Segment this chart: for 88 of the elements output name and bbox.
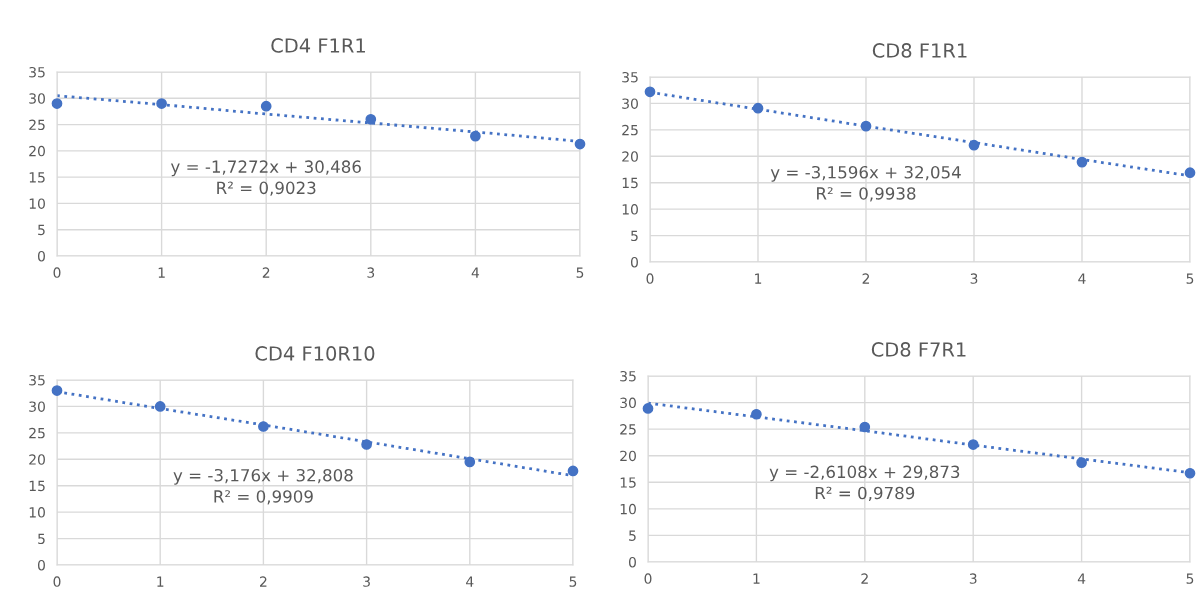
point (51, 98, 63, 109)
point (860, 120, 872, 132)
y-tick-label: 25 (29, 427, 45, 439)
x-tick-label: 2 (861, 573, 868, 584)
y-tick-label: 20 (622, 151, 638, 162)
y-tick-label: 25 (620, 424, 636, 435)
point (1076, 156, 1088, 168)
y-tick-label: 10 (620, 503, 636, 515)
x-tick-label: 1 (157, 576, 164, 587)
y-tick-label: 0 (628, 556, 636, 568)
x-tick-label: 5 (1186, 273, 1194, 284)
x-tick-label: 3 (969, 573, 977, 584)
y-tick-label: 15 (620, 477, 636, 488)
x-tick-label: 1 (753, 573, 760, 584)
y-tick-label: 0 (37, 559, 45, 571)
x-tick-label: 3 (367, 267, 375, 278)
point (752, 102, 764, 114)
x-tick-label: 4 (1077, 573, 1086, 584)
x-tick-label: 2 (262, 267, 270, 278)
y-tick-label: 5 (629, 530, 636, 541)
x-tick-label: 5 (1186, 573, 1194, 584)
annotation: y = -3,1596x + 32,054 R² = 0,9938 (770, 165, 961, 202)
annotation: y = -1,7272x + 30,486 R² = 0,9023 (170, 160, 361, 196)
chart-title: CD8 F7R1 (871, 342, 966, 357)
x-tick-label: 4 (1078, 273, 1086, 284)
point (567, 465, 579, 477)
y-tick-label: 20 (29, 454, 45, 465)
y-tick-label: 30 (622, 98, 638, 109)
y-tick-label: 30 (620, 397, 636, 409)
point (968, 139, 980, 151)
y-tick-label: 5 (38, 533, 45, 545)
x-tick-label: 1 (158, 267, 165, 278)
y-tick-label: 35 (622, 71, 638, 83)
y-tick-label: 30 (29, 93, 45, 104)
x-tick-label: 5 (569, 576, 577, 587)
x-tick-label: 0 (53, 267, 61, 278)
x-tick-label: 0 (644, 573, 652, 584)
x-tick-label: 4 (466, 576, 474, 587)
y-tick-label: 35 (620, 370, 636, 382)
point (967, 439, 979, 450)
y-tick-label: 10 (29, 198, 45, 209)
point (470, 130, 481, 142)
y-tick-label: 20 (620, 450, 636, 462)
point (859, 421, 871, 433)
x-tick-label: 5 (576, 267, 584, 278)
point (1076, 457, 1087, 468)
y-tick-label: 0 (37, 250, 45, 262)
y-tick-label: 15 (29, 172, 45, 183)
point (260, 100, 272, 112)
y-tick-label: 15 (29, 480, 45, 492)
point (1184, 467, 1196, 479)
x-tick-label: 4 (471, 267, 480, 278)
y-tick-label: 15 (622, 177, 638, 189)
point (751, 408, 762, 420)
point (361, 439, 372, 450)
point (156, 98, 167, 109)
x-tick-label: 0 (53, 576, 61, 587)
y-tick-label: 25 (29, 119, 45, 131)
point (1184, 167, 1196, 179)
x-tick-label: 3 (363, 576, 370, 587)
y-tick-label: 10 (622, 204, 638, 215)
annotation: y = -3,176x + 32,808 R² = 0,9909 (173, 468, 353, 505)
x-tick-label: 2 (862, 273, 870, 284)
y-tick-label: 5 (631, 230, 638, 242)
point (154, 401, 166, 412)
x-tick-label: 3 (970, 273, 978, 284)
y-tick-label: 35 (29, 374, 45, 386)
chart-title: CD8 F1R1 (872, 43, 967, 58)
x-tick-label: 0 (646, 273, 654, 284)
point (644, 86, 656, 98)
y-tick-label: 25 (622, 124, 638, 136)
y-tick-label: 35 (29, 66, 45, 78)
y-tick-label: 20 (29, 145, 45, 157)
y-tick-label: 0 (630, 256, 638, 268)
point (365, 113, 377, 125)
y-tick-label: 10 (29, 507, 45, 518)
x-tick-label: 1 (755, 273, 762, 284)
chart-title: CD4 F10R10 (255, 346, 375, 361)
y-tick-label: 30 (29, 401, 45, 412)
point (258, 421, 269, 432)
y-tick-label: 5 (38, 224, 45, 236)
x-tick-label: 2 (260, 576, 267, 587)
point (642, 403, 654, 414)
chart-title: CD4 F1R1 (271, 38, 365, 53)
point (51, 385, 63, 396)
point (574, 138, 586, 150)
point (464, 456, 476, 468)
annotation: y = -2,6108x + 29,873 R² = 0,9789 (769, 465, 960, 502)
